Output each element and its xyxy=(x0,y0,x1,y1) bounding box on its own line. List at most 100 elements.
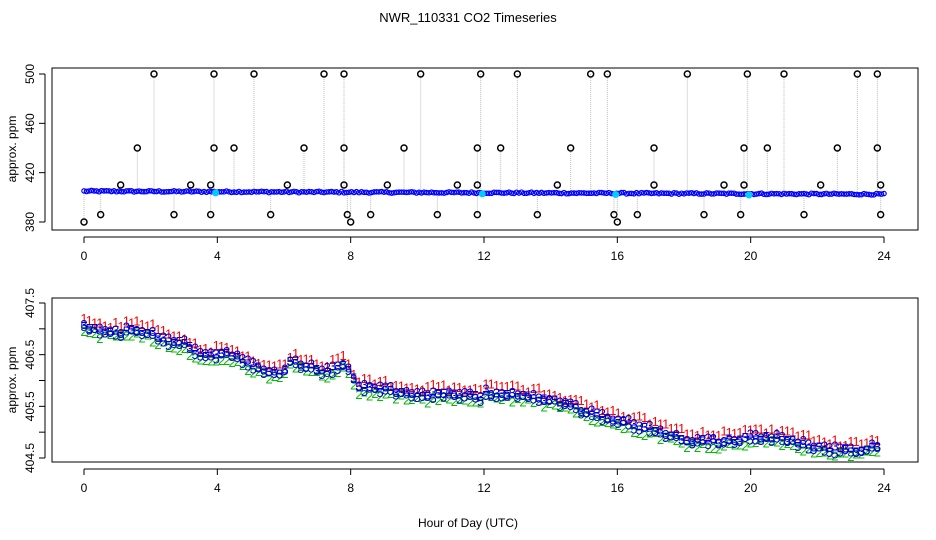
mean-point xyxy=(671,190,677,196)
mean-point xyxy=(388,190,395,196)
series-1-mark: 1 xyxy=(292,346,299,361)
series-2-mark: 2 xyxy=(197,353,204,368)
series-3-mark: 3 xyxy=(80,317,87,332)
series-5-mark: 5 xyxy=(472,388,479,403)
series-5-mark: 5 xyxy=(482,388,489,403)
mean-point xyxy=(271,189,277,195)
series-3-mark: 3 xyxy=(641,420,648,435)
series-5-mark: 5 xyxy=(615,416,622,431)
series-3-mark: 3 xyxy=(673,427,680,442)
series-5-mark: 5 xyxy=(408,390,415,405)
series-1-mark: 1 xyxy=(657,416,664,431)
mean-point xyxy=(586,190,592,197)
mean-point xyxy=(648,190,655,197)
mean-point xyxy=(318,189,325,195)
series-1-mark: 1 xyxy=(223,340,230,355)
mean-point xyxy=(226,189,232,195)
series-3-mark: 3 xyxy=(694,431,701,446)
series-2-mark: 2 xyxy=(303,364,310,379)
mean-point xyxy=(503,190,510,196)
series-3-mark: 3 xyxy=(816,439,823,454)
series-2-mark: 2 xyxy=(292,361,299,376)
series-1-mark: 1 xyxy=(176,328,183,343)
series-2-mark: 2 xyxy=(678,436,685,451)
series-2-mark: 2 xyxy=(657,432,664,447)
series-1-mark: 1 xyxy=(117,319,124,334)
mean-point xyxy=(103,187,110,194)
series-5-mark: 5 xyxy=(276,367,283,382)
series-5-mark: 5 xyxy=(731,436,738,451)
mean-point xyxy=(596,189,602,196)
mean-point xyxy=(173,188,180,195)
series-3-mark: 3 xyxy=(868,436,875,451)
raw-point xyxy=(553,181,562,189)
series-3-mark: 3 xyxy=(620,413,627,428)
series-1-mark: 1 xyxy=(329,352,336,367)
mean-point xyxy=(378,188,385,195)
series-2-mark: 2 xyxy=(271,369,278,384)
series-2-mark: 2 xyxy=(218,353,225,368)
mean-point xyxy=(193,188,200,194)
mean-point xyxy=(246,189,252,195)
series-3-mark: 3 xyxy=(678,433,685,448)
series-5-mark: 5 xyxy=(197,348,204,363)
series-1-mark: 1 xyxy=(572,392,579,407)
series-1-mark: 1 xyxy=(593,397,600,412)
mean-point xyxy=(838,191,845,197)
y-tick-label: 500 xyxy=(23,64,37,84)
series-1-mark: 1 xyxy=(218,339,225,354)
series-5-mark: 5 xyxy=(493,390,500,405)
mean-point xyxy=(703,190,710,196)
mean-point xyxy=(666,190,672,197)
mean-point xyxy=(441,190,447,196)
mean-point xyxy=(81,188,87,194)
mean-point xyxy=(558,190,565,197)
raw-point xyxy=(230,144,238,152)
series-3-mark: 3 xyxy=(794,436,801,451)
series-5-mark: 5 xyxy=(239,356,246,371)
series-5-mark: 5 xyxy=(80,319,87,334)
mean-point xyxy=(286,189,292,196)
mean-point xyxy=(183,188,190,194)
series-5-mark: 5 xyxy=(699,433,706,448)
mean-point xyxy=(808,190,815,197)
series-2-mark: 2 xyxy=(176,343,183,358)
series-2-mark: 2 xyxy=(546,396,553,411)
series-5-mark: 5 xyxy=(657,426,664,441)
series-2-mark: 2 xyxy=(821,444,828,459)
series-3-mark: 3 xyxy=(546,392,553,407)
series-2-mark: 2 xyxy=(842,446,849,461)
series-3-mark: 3 xyxy=(429,384,436,399)
raw-point xyxy=(763,144,772,152)
series-2-mark: 2 xyxy=(789,438,796,453)
series-5-mark: 5 xyxy=(419,389,426,404)
series-2-mark: 2 xyxy=(503,389,510,404)
mean-point xyxy=(416,189,422,196)
series-5-mark: 5 xyxy=(593,409,600,424)
series-1-mark: 1 xyxy=(599,403,606,418)
mean-point xyxy=(851,191,857,198)
series-1-mark: 1 xyxy=(588,400,595,415)
series-2-mark: 2 xyxy=(720,439,727,454)
raw-point xyxy=(683,70,692,78)
series-2-mark: 2 xyxy=(361,385,368,400)
series-5-mark: 5 xyxy=(620,414,627,429)
series-2-mark: 2 xyxy=(234,354,241,369)
series-5-mark: 5 xyxy=(741,430,748,445)
series-3-mark: 3 xyxy=(117,326,124,341)
mean-point xyxy=(346,189,352,196)
series-5-mark: 5 xyxy=(181,336,188,351)
series-1-mark: 1 xyxy=(414,382,421,397)
series-2-mark: 2 xyxy=(662,429,669,444)
mean-point xyxy=(221,189,227,195)
series-3-mark: 3 xyxy=(805,437,812,452)
series-1-mark: 1 xyxy=(86,313,93,328)
series-3-mark: 3 xyxy=(239,351,246,366)
series-3-mark: 3 xyxy=(593,406,600,421)
series-2-mark: 2 xyxy=(96,331,103,346)
bottom-data-marks: 1235123512351235123512351235123512351235… xyxy=(80,311,881,464)
series-2-mark: 2 xyxy=(128,328,135,343)
series-5-mark: 5 xyxy=(213,351,220,366)
series-2-mark: 2 xyxy=(86,325,93,340)
mean-point xyxy=(461,189,467,196)
